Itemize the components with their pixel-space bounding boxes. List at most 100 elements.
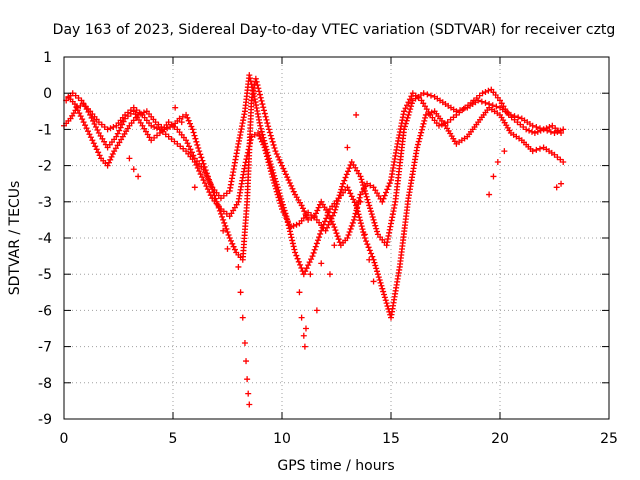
data-point (348, 222, 355, 229)
data-point (80, 119, 87, 126)
data-point (373, 225, 380, 232)
y-tick-label: -6 (38, 303, 52, 319)
data-point (372, 222, 379, 229)
data-point (380, 288, 387, 295)
data-point (311, 213, 318, 220)
data-point (316, 234, 323, 241)
data-point (279, 198, 285, 205)
data-point (547, 128, 554, 135)
x-tick-label: 15 (382, 431, 400, 447)
data-point (301, 208, 308, 215)
data-point (367, 205, 374, 212)
data-point (279, 162, 285, 169)
data-point (199, 174, 206, 181)
data-point (415, 138, 422, 145)
data-point (229, 240, 236, 247)
data-point (381, 291, 388, 298)
data-point (515, 114, 522, 121)
data-point (91, 120, 98, 127)
data-point (403, 102, 410, 109)
data-point (301, 343, 308, 350)
data-point (374, 228, 381, 235)
data-point (353, 207, 360, 214)
data-point (262, 113, 269, 120)
data-point (420, 90, 427, 97)
data-point (84, 128, 91, 135)
data-point (291, 246, 298, 253)
data-point (357, 198, 364, 205)
data-point (379, 285, 386, 292)
data-point (290, 243, 297, 250)
data-point (356, 194, 363, 201)
data-point (119, 121, 126, 128)
data-point (420, 120, 427, 127)
data-point (285, 177, 292, 184)
data-point (109, 151, 116, 158)
y-tick-label: -7 (38, 340, 52, 356)
data-point (540, 126, 547, 133)
data-point (339, 183, 346, 190)
data-point (374, 268, 381, 275)
data-point (220, 216, 227, 223)
data-point (161, 126, 168, 133)
data-point (284, 174, 291, 181)
data-point (405, 111, 412, 118)
data-point (90, 140, 97, 147)
data-point (268, 164, 275, 171)
data-point (202, 167, 209, 174)
data-point (273, 181, 280, 188)
data-point (553, 184, 560, 191)
data-point (117, 124, 124, 131)
chart-title: Day 163 of 2023, Sidereal Day-to-day VTE… (53, 22, 616, 38)
data-point (95, 149, 102, 156)
y-tick-label: -1 (38, 122, 52, 138)
data-point (350, 196, 357, 203)
data-point (204, 173, 211, 180)
data-point (282, 171, 289, 178)
data-point (341, 177, 348, 184)
data-point (529, 148, 536, 155)
data-point (366, 256, 373, 263)
data-point (257, 125, 264, 132)
data-point (361, 231, 368, 238)
data-point (501, 148, 508, 155)
data-point (427, 92, 434, 99)
data-point (90, 117, 97, 124)
data-point (264, 120, 271, 127)
data-point (247, 75, 254, 82)
data-point (313, 240, 320, 247)
data-point (261, 110, 268, 117)
data-point (354, 204, 361, 211)
data-point (560, 158, 567, 165)
data-point (197, 171, 204, 178)
data-point (407, 106, 414, 113)
data-point (261, 107, 268, 114)
data-point (71, 101, 78, 108)
data-point (243, 358, 250, 365)
data-point (279, 201, 286, 208)
data-point (383, 189, 390, 196)
data-point (245, 390, 252, 397)
data-point (374, 271, 381, 278)
data-point (270, 169, 277, 176)
data-point (286, 179, 293, 186)
data-point (239, 314, 246, 321)
data-point (178, 119, 185, 126)
data-point (370, 278, 377, 285)
data-point (381, 192, 388, 199)
data-point (193, 138, 200, 145)
data-point (379, 198, 386, 205)
data-point (183, 111, 190, 118)
data-point (326, 212, 333, 219)
data-point (368, 211, 375, 218)
data-point (351, 213, 358, 220)
data-point (183, 137, 190, 144)
data-point (194, 165, 201, 172)
data-point (366, 202, 373, 209)
data-point (435, 122, 442, 129)
data-point (326, 271, 333, 278)
data-point (92, 123, 99, 130)
data-point (289, 240, 296, 247)
data-point (382, 297, 389, 304)
data-point (290, 222, 297, 229)
